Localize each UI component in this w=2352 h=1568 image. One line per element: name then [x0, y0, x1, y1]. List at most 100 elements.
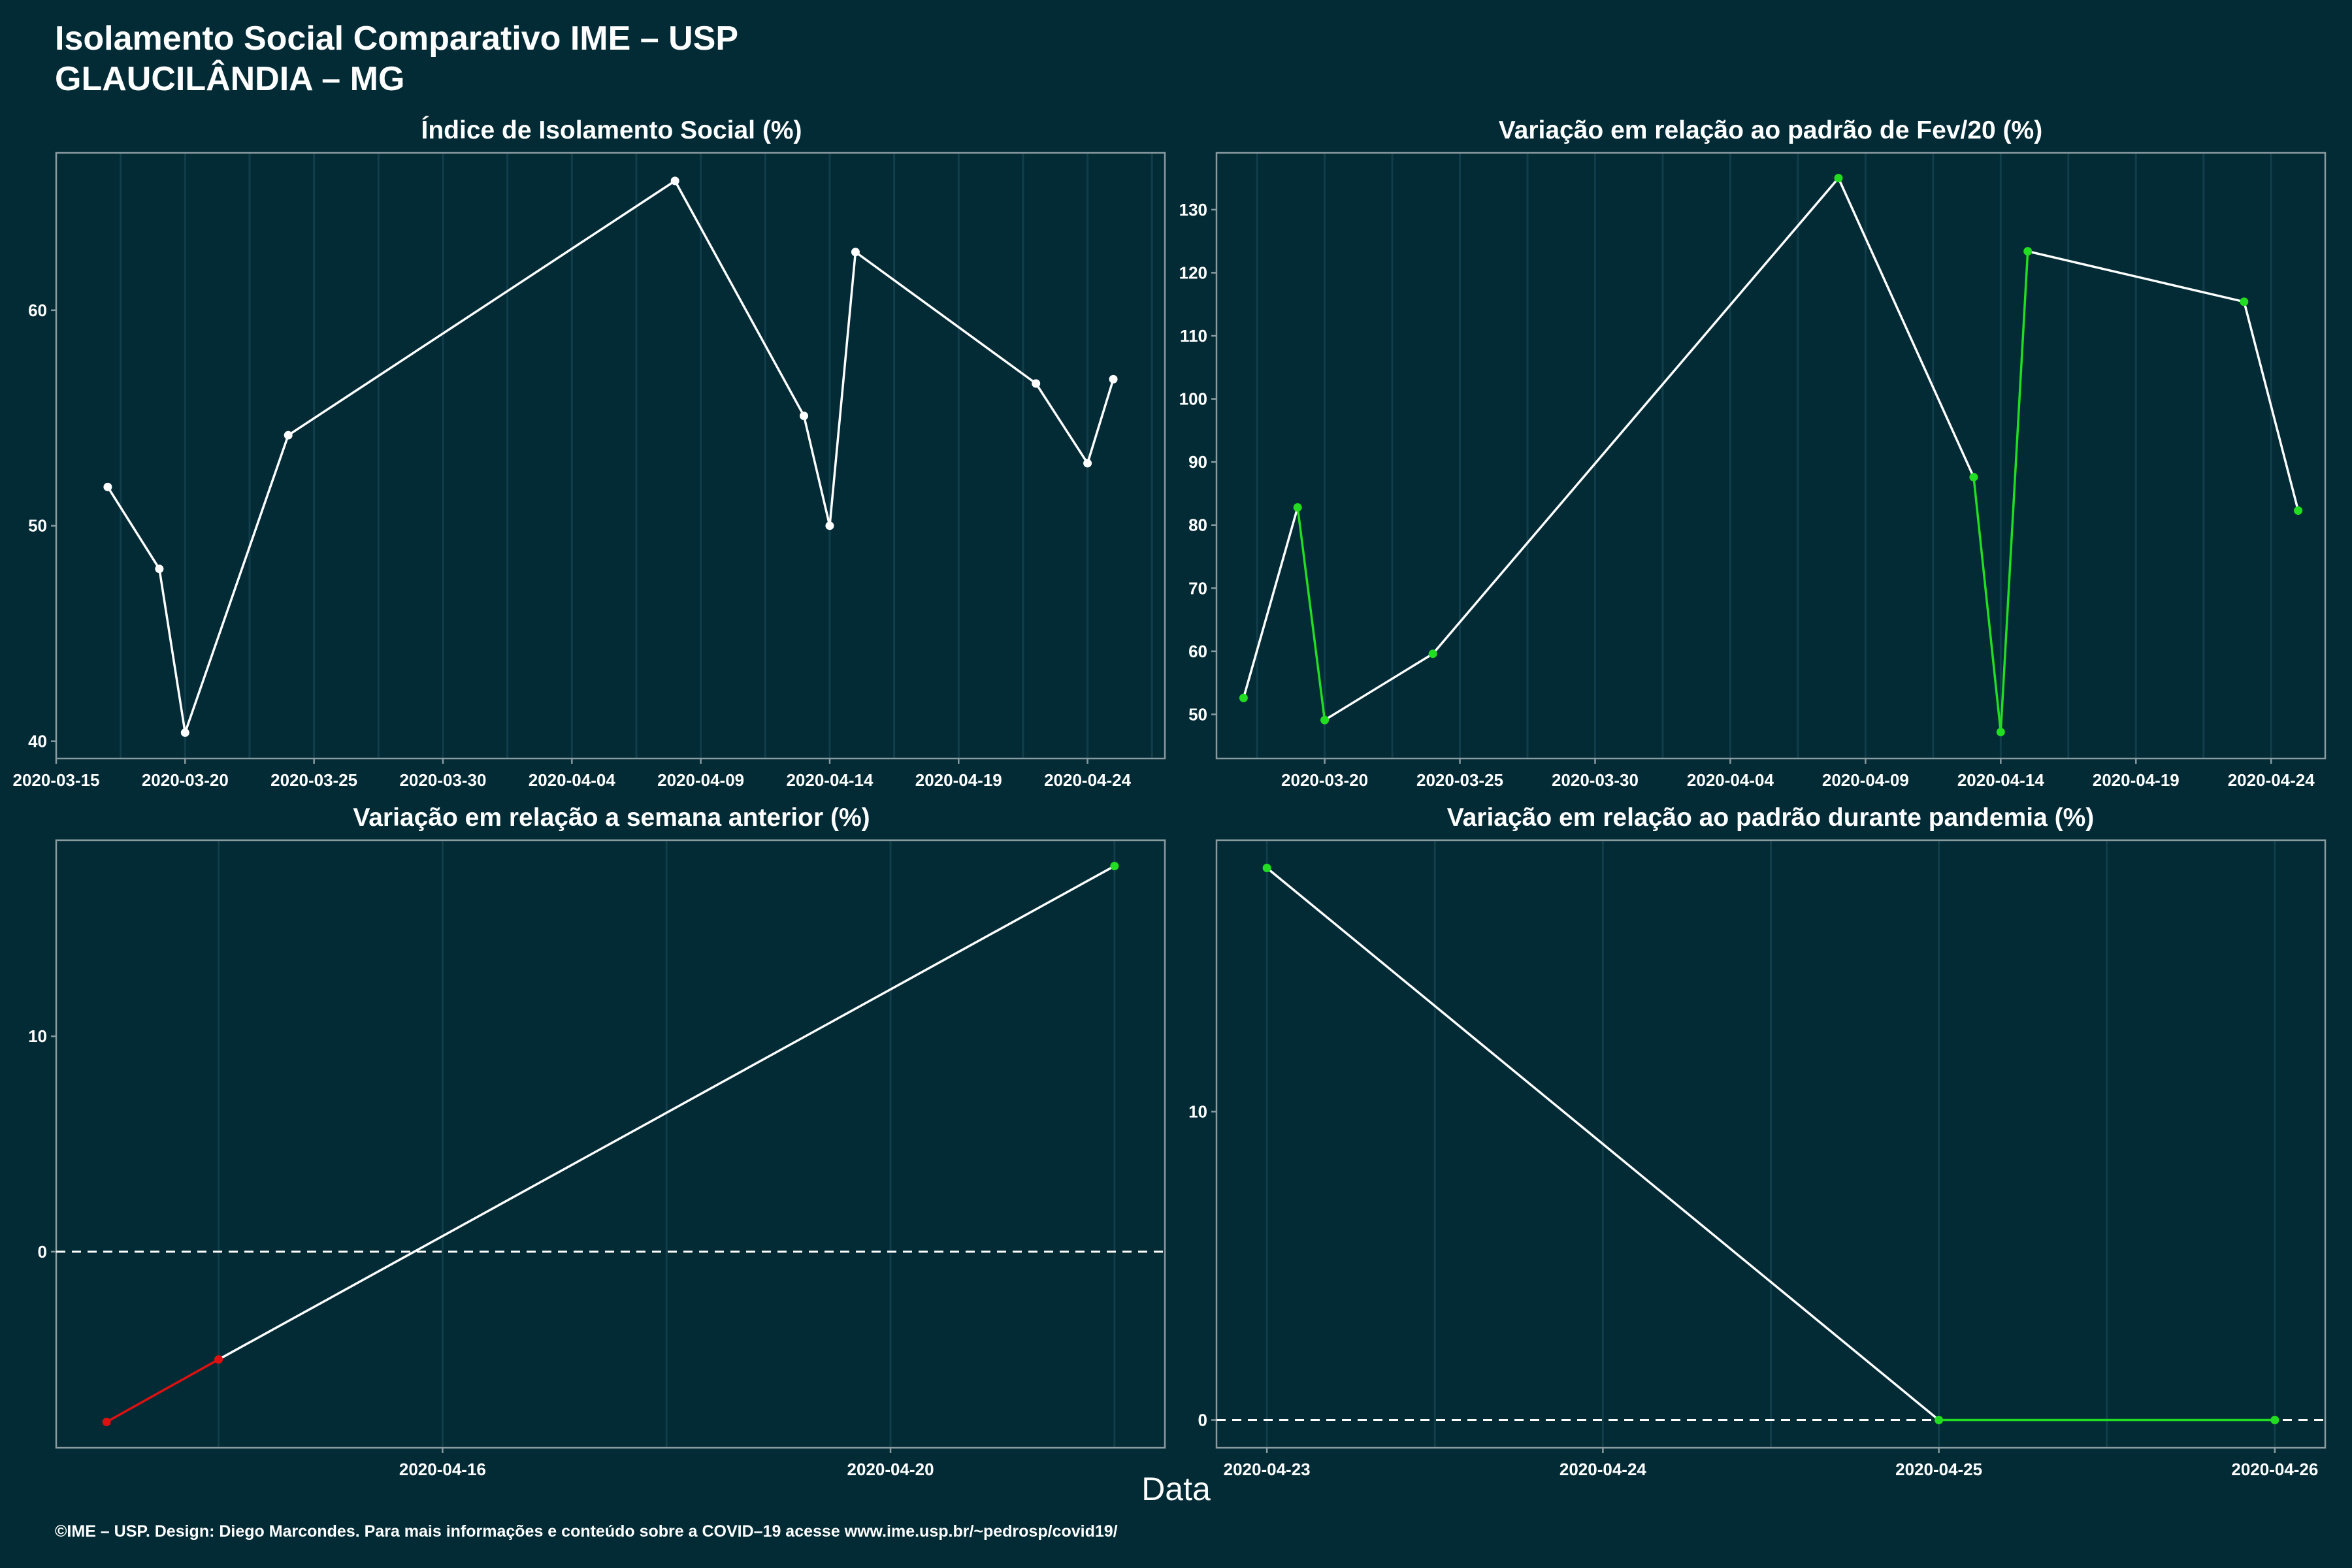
panel1-data-point: [180, 728, 189, 737]
main-title: Isolamento Social Comparativo IME – USP …: [55, 18, 738, 99]
panel1-series-segment: [854, 251, 1037, 385]
panel1-series-segment: [1034, 382, 1089, 465]
panel4-y-tick-label: 10: [1188, 1102, 1207, 1121]
panel3-y-tick-label: 0: [38, 1242, 47, 1262]
panel1-data-point: [799, 411, 808, 420]
panel1-x-tick-label: 2020-04-09: [657, 770, 744, 790]
panel3-plot: 0 10 2020-04-16 2020-04-20: [28, 839, 1166, 1479]
panel1-x-tick-label: 2020-04-04: [529, 770, 616, 790]
panel1-plot: 40 50 60 2020-03-15 2020-03-20 2020-03-25 2020…: [13, 152, 1166, 790]
panel1-series-segment: [674, 180, 806, 417]
panel3-data-point: [214, 1355, 223, 1364]
panel1-x-tick-label: 2020-04-24: [1044, 770, 1132, 790]
panel1-data-point: [851, 248, 860, 257]
panel4-data-point: [1262, 863, 1271, 872]
panel2-y-tick-label: 80: [1188, 515, 1207, 535]
panel2-data-point: [1428, 649, 1437, 659]
panel1-data-point: [1109, 374, 1118, 384]
panel2-y-tick-label: 110: [1180, 326, 1207, 346]
panel2-x-tick-label: 2020-04-09: [1822, 770, 1909, 790]
panel2-y-tick-label: 130: [1179, 200, 1207, 220]
panel1-data-point: [155, 564, 164, 574]
panel1-data-point: [284, 431, 293, 440]
panel4-frame: [1215, 839, 2327, 1449]
panel2-series-segment: [1296, 506, 1326, 721]
panel4-y-tick-label: 0: [1198, 1411, 1207, 1430]
panel2-data-point: [2023, 247, 2033, 256]
panel2-y-tick-label: 70: [1188, 578, 1207, 598]
panel2-x-tick-label: 2020-04-19: [2093, 770, 2180, 790]
footer-credits: ©IME – USP. Design: Diego Marcondes. Par…: [55, 1522, 1118, 1541]
panel2-x-tick-label: 2020-03-25: [1416, 770, 1503, 790]
panel3-frame: [55, 839, 1166, 1449]
panel1-y-tick-label: 60: [28, 301, 47, 320]
panel2-data-point: [1969, 472, 1978, 482]
panel2-frame: [1215, 152, 2327, 760]
panel1-title: Índice de Isolamento Social (%): [421, 116, 802, 144]
panel4-data-point: [2270, 1416, 2279, 1425]
panel1-series-segment: [1086, 378, 1115, 465]
panel2-series-segment: [2026, 250, 2246, 303]
panel1-data-point: [825, 521, 834, 531]
panel1-x-tick-label: 2020-03-20: [142, 770, 229, 790]
panel3-series-segment: [217, 864, 1116, 1361]
panel1-x-tick-label: 2020-04-14: [786, 770, 874, 790]
panel2-series-segment: [1323, 652, 1434, 721]
panel1-x-tick-label: 2020-04-19: [915, 770, 1002, 790]
panel3-x-tick-label: 2020-04-16: [399, 1460, 486, 1479]
panel3-data-point: [102, 1417, 111, 1426]
panel2-x-tick-label: 2020-03-20: [1281, 770, 1368, 790]
panel4-data-point: [1935, 1416, 1944, 1425]
panel2-data-point: [1996, 727, 2005, 736]
panel3-series-segment: [105, 1358, 220, 1424]
panel1-x-tick-label: 2020-03-15: [13, 770, 100, 790]
panel4-title: Variação em relação ao padrão durante pa…: [1446, 804, 2095, 832]
panel4-x-tick-label: 2020-04-26: [2231, 1460, 2318, 1479]
panel1-series-segment: [106, 485, 161, 570]
panel2-y-tick-label: 90: [1188, 452, 1207, 472]
panel4-x-tick-label: 2020-04-23: [1224, 1460, 1311, 1479]
panel2-series-segment: [1972, 476, 2002, 734]
panel4-series-segment: [1266, 866, 1940, 1422]
panel2-x-tick-label: 2020-03-30: [1552, 770, 1639, 790]
panel1-x-tick-label: 2020-03-30: [399, 770, 486, 790]
panel4-x-tick-label: 2020-04-24: [1560, 1460, 1647, 1479]
panel2-y-tick-label: 120: [1179, 263, 1207, 282]
panel2-data-point: [1834, 174, 1843, 183]
panel2-data-point: [2294, 506, 2303, 515]
panel2-y-tick-label: 100: [1179, 389, 1207, 409]
panel2-data-point: [1239, 693, 1248, 702]
panel1-series-segment: [287, 180, 676, 436]
x-axis-label: Data: [1141, 1471, 1211, 1507]
panel3-data-point: [1110, 862, 1119, 871]
panel2-y-tick-label: 60: [1188, 642, 1207, 661]
panel1-series-segment: [158, 567, 187, 734]
panel1-y-tick-label: 40: [28, 732, 47, 751]
panel2-x-tick-label: 2020-04-14: [1957, 770, 2045, 790]
panel4-x-tick-label: 2020-04-25: [1895, 1460, 1982, 1479]
panel2-series-segment: [1242, 506, 1299, 700]
panel2-series-segment: [1837, 176, 1975, 479]
panel1-data-point: [670, 176, 679, 186]
panel2-series-segment: [1431, 176, 1840, 655]
panel1-series-segment: [828, 251, 857, 527]
panel2-y-tick-label: 50: [1188, 704, 1207, 724]
panel2-plot: 50 60 70 80 90 100 110 120 130 2020-03-20 2020-03-…: [1179, 152, 2327, 790]
panel3-y-tick-label: 10: [28, 1026, 47, 1046]
panel1-data-point: [1032, 379, 1041, 388]
panel2-x-tick-label: 2020-04-24: [2228, 770, 2315, 790]
panel2-series-segment: [1999, 250, 2029, 734]
panel1-y-tick-label: 50: [28, 516, 47, 536]
panel1-data-point: [103, 482, 112, 491]
panel1-data-point: [1083, 459, 1092, 468]
panel2-x-tick-label: 2020-04-04: [1687, 770, 1774, 790]
panel2-title: Variação em relação ao padrão de Fev/20 …: [1498, 116, 2043, 144]
panel2-data-point: [1320, 715, 1330, 725]
panel1-series-segment: [802, 414, 831, 527]
main-title-line2: GLAUCILÂNDIA – MG: [55, 60, 405, 98]
main-title-line1: Isolamento Social Comparativo IME – USP: [55, 20, 739, 57]
panel1-frame: [55, 152, 1166, 760]
panel1-series-segment: [184, 434, 289, 734]
